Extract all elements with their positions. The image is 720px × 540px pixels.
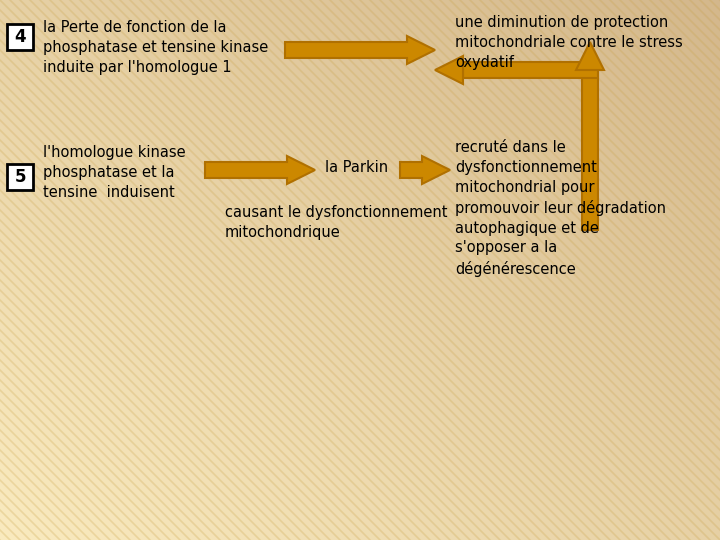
Polygon shape [576, 42, 604, 70]
Bar [463, 62, 598, 78]
Bar [582, 70, 598, 230]
Text: causant le dysfonctionnement
mitochondrique: causant le dysfonctionnement mitochondri… [225, 205, 448, 240]
Text: 5: 5 [14, 168, 26, 186]
Text: l'homologue kinase
phosphatase et la
tensine  induisent: l'homologue kinase phosphatase et la ten… [43, 145, 186, 200]
FancyBboxPatch shape [7, 164, 33, 190]
FancyBboxPatch shape [7, 24, 33, 50]
Text: la Parkin: la Parkin [325, 160, 388, 175]
Polygon shape [205, 156, 315, 184]
Polygon shape [400, 156, 450, 184]
Polygon shape [435, 56, 463, 84]
Polygon shape [285, 36, 435, 64]
Text: 4: 4 [14, 28, 26, 46]
Text: une diminution de protection
mitochondriale contre le stress
oxydatif: une diminution de protection mitochondri… [455, 15, 683, 70]
Text: la Perte de fonction de la
phosphatase et tensine kinase
induite par l'homologue: la Perte de fonction de la phosphatase e… [43, 20, 269, 75]
Text: recruté dans le
dysfonctionnement
mitochondrial pour
promouvoir leur dégradation: recruté dans le dysfonctionnement mitoch… [455, 140, 666, 276]
